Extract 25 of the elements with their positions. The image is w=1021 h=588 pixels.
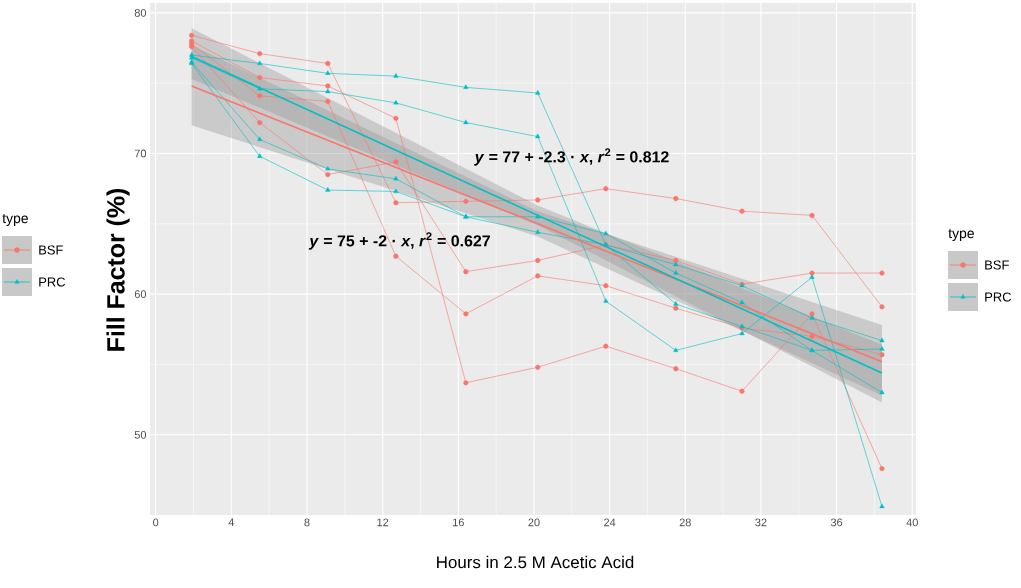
annotation: y = 75 + -2 · x, r$^{2}$ = 0.627 [308, 232, 490, 250]
text: PRC [39, 277, 66, 287]
x-tick-label: 28 [679, 518, 691, 527]
x-tick-label: 32 [755, 518, 767, 527]
text: BSF [39, 245, 63, 255]
y-tick-label: 50 [134, 430, 147, 439]
x-tick-label: 20 [528, 518, 540, 527]
text: type [2, 214, 28, 226]
legend-title: type [948, 229, 974, 241]
annotation: y = 77 + -2.3 · x, r$^{2}$ = 0.812 [474, 148, 669, 166]
x-tick-label: 40 [906, 518, 918, 527]
x-tick-label: 36 [830, 518, 843, 527]
legend-label: BSF [985, 260, 1009, 270]
x-tick-label: 24 [604, 518, 616, 527]
x-axis-title: Hours in 2.5 M Acetic Acid [437, 555, 634, 569]
y-tick-label: 70 [134, 149, 147, 158]
x-tick-label: 0 [153, 518, 159, 527]
x-tick-label: 12 [377, 518, 389, 527]
x-tick-label: 4 [228, 518, 235, 527]
y-tick-label: 80 [134, 8, 147, 17]
x-tick-label: 8 [304, 518, 310, 527]
y-tick-label: 60 [134, 290, 147, 299]
y-axis-title: Fill Factor (%) [106, 188, 130, 351]
x-tick-label: 16 [453, 518, 464, 527]
legend-label: PRC [985, 292, 1012, 302]
